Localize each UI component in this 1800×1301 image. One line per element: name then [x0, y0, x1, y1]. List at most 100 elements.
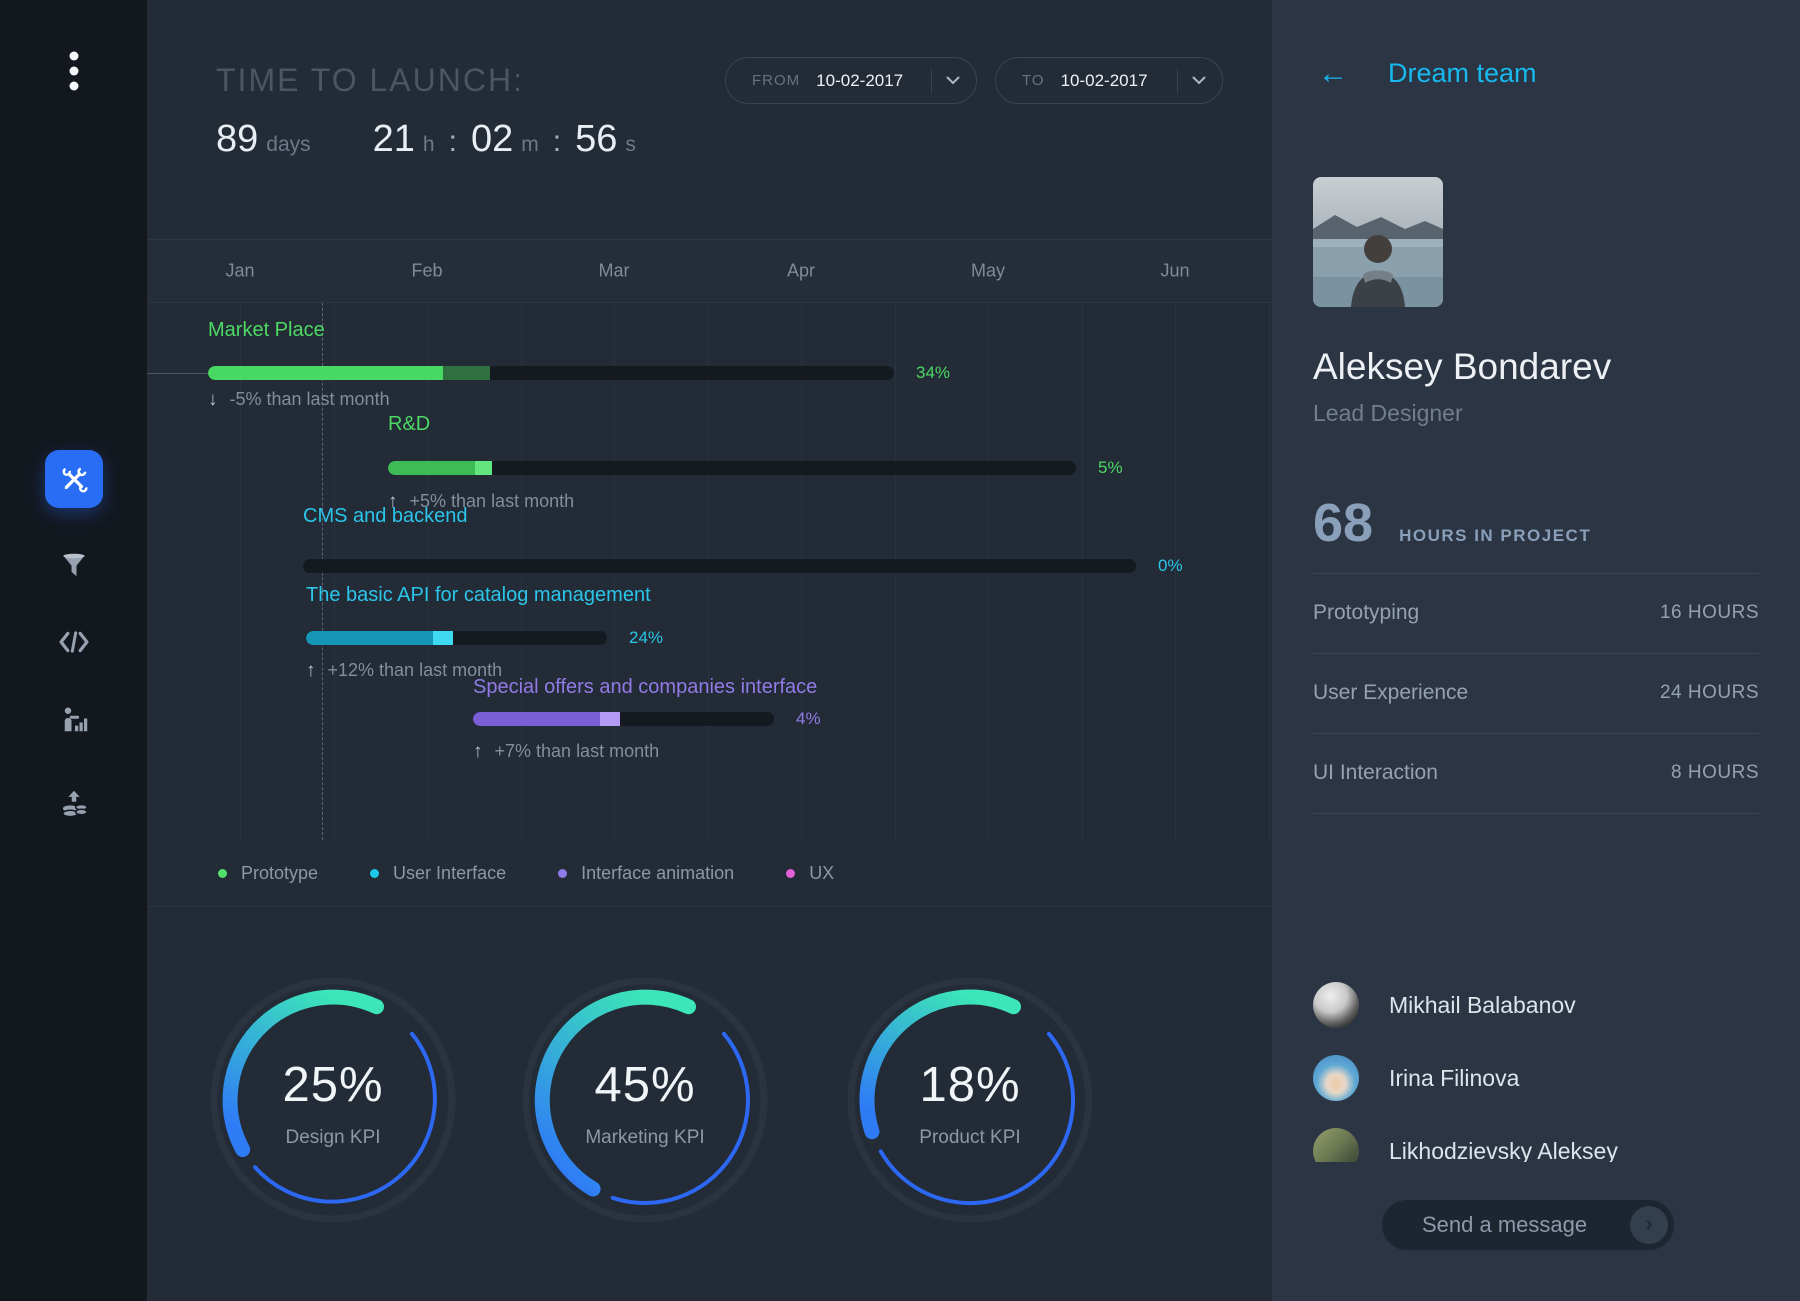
- send-message-button[interactable]: Send a message ›: [1382, 1200, 1674, 1250]
- legend-item[interactable]: UX: [786, 863, 834, 884]
- task-trend-note: ↓ -5% than last month: [208, 389, 390, 410]
- grid-line: [1269, 303, 1270, 840]
- kpi-label: Marketing KPI: [585, 1127, 705, 1148]
- task-progress-segment: [306, 631, 433, 645]
- divider: [1313, 653, 1759, 654]
- date-to-picker[interactable]: TO 10-02-2017: [995, 57, 1223, 104]
- legend-label: UX: [809, 862, 835, 883]
- filter-funnel-icon: [59, 550, 89, 580]
- date-from-value: 10-02-2017: [816, 70, 904, 90]
- task-progress-segment: [600, 712, 620, 726]
- task-progress-segment: [473, 712, 600, 726]
- task-percent: 4%: [796, 709, 821, 728]
- sidebar-item-analytics[interactable]: [50, 696, 98, 744]
- kpi-gauges: 25% Design KPI 45% Marketing KPI 18% Product …: [147, 907, 1272, 1301]
- grid-line: [1175, 303, 1176, 840]
- breakdown-row: Prototyping 16 HOURS: [1313, 593, 1759, 633]
- header: TIME TO LAUNCH: 89 days 21 h : 02 m : 56…: [147, 0, 1272, 239]
- panel-title[interactable]: Dream team: [1388, 58, 1537, 88]
- task-progress-segment: [475, 461, 492, 475]
- task-trend-note: ↑ +5% than last month: [388, 491, 575, 512]
- legend-label: Prototype: [241, 862, 319, 883]
- member-name: Aleksey Bondarev: [1313, 346, 1612, 387]
- chevron-down-icon[interactable]: [946, 72, 960, 90]
- member-name: Likhodzievsky Aleksey: [1389, 1137, 1618, 1163]
- sidebar-item-tools[interactable]: [44, 450, 103, 508]
- team-member-row[interactable]: Mikhail Balabanov: [1313, 982, 1576, 1028]
- countdown-minutes: 02: [470, 118, 514, 160]
- send-arrow-icon[interactable]: ›: [1630, 1206, 1668, 1244]
- page-title: TIME TO LAUNCH:: [216, 62, 524, 98]
- month-label: Feb: [411, 260, 443, 281]
- breakdown-value: 8 HOURS: [1671, 762, 1759, 783]
- chevron-down-icon[interactable]: [1192, 72, 1206, 90]
- hours-value: 68: [1313, 493, 1374, 553]
- task-percent: 0%: [1158, 556, 1183, 575]
- divider: [1313, 733, 1759, 734]
- task-percent: 5%: [1098, 458, 1123, 477]
- timeline-months-header: Jan Feb Mar Apr May Jun: [147, 239, 1272, 303]
- team-member-row[interactable]: Irina Filinova: [1313, 1055, 1519, 1101]
- code-icon: [58, 629, 90, 655]
- month-label: Apr: [786, 260, 816, 281]
- task-percent: 24%: [629, 628, 664, 647]
- back-arrow-icon[interactable]: ←: [1318, 56, 1348, 90]
- main-content: TIME TO LAUNCH: 89 days 21 h : 02 m : 56…: [147, 0, 1272, 1301]
- month-label: Jan: [225, 260, 255, 281]
- legend-item[interactable]: Prototype: [218, 863, 318, 884]
- person-chart-icon: [59, 705, 89, 735]
- sidebar-item-filter[interactable]: [50, 541, 98, 589]
- member-role: Lead Designer: [1313, 400, 1463, 426]
- kpi-gauge: 45% Marketing KPI: [510, 965, 780, 1235]
- team-member-row[interactable]: Likhodzievsky Aleksey: [1313, 1128, 1618, 1162]
- avatar: [1313, 177, 1443, 307]
- task-name: R&D: [388, 413, 431, 435]
- kpi-value: 18%: [919, 1058, 1021, 1112]
- legend-dot-icon: [786, 868, 796, 878]
- legend-dot-icon: [218, 868, 227, 878]
- kpi-gauge: 25% Design KPI: [198, 965, 468, 1235]
- grid-line: [240, 303, 241, 840]
- task-progress-bar[interactable]: [388, 461, 1076, 475]
- legend-dot-icon: [558, 868, 568, 878]
- sidebar-item-code[interactable]: [50, 618, 98, 666]
- kpi-label: Design KPI: [285, 1127, 381, 1148]
- task-progress-bar[interactable]: [208, 366, 894, 380]
- month-label: Mar: [598, 260, 630, 281]
- legend-item[interactable]: User Interface: [370, 863, 506, 884]
- task-percent: 34%: [916, 363, 951, 382]
- legend-item[interactable]: Interface animation: [558, 863, 734, 884]
- task-progress-segment: [433, 631, 453, 645]
- divider: [1313, 573, 1759, 574]
- team-panel: ← Dream team Aleksey Bondarev Lead Desig…: [1272, 0, 1800, 1301]
- kpi-gauge: 18% Product KPI: [835, 965, 1105, 1235]
- month-label: May: [970, 260, 1006, 281]
- arrow-up-icon: ↑: [306, 660, 316, 681]
- axis-connector-line: [147, 373, 208, 374]
- task-progress-bar[interactable]: [473, 712, 774, 726]
- breakdown-label: UI Interaction: [1313, 761, 1438, 784]
- back-navigation[interactable]: ← Dream team: [1318, 58, 1537, 89]
- task-progress-bar[interactable]: [303, 559, 1136, 573]
- arrow-up-icon: ↑: [473, 741, 483, 762]
- team-members-list: Mikhail Balabanov Irina Filinova Likhodzie…: [1272, 960, 1800, 1162]
- sidebar-item-deploy[interactable]: [50, 779, 98, 827]
- menu-kebab-icon[interactable]: [50, 47, 98, 95]
- date-from-picker[interactable]: FROM 10-02-2017: [725, 57, 977, 104]
- kpi-value: 45%: [594, 1058, 696, 1112]
- countdown-days: 89: [216, 118, 259, 160]
- hours-caption: HOURS IN PROJECT: [1399, 526, 1592, 545]
- hours-in-project: 68 HOURS IN PROJECT: [1313, 492, 1591, 554]
- countdown-hours: 21: [372, 118, 415, 160]
- countdown-seconds: 56: [575, 118, 618, 160]
- member-name: Irina Filinova: [1389, 1064, 1520, 1091]
- legend-label: User Interface: [393, 862, 507, 883]
- month-label: Jun: [1160, 260, 1190, 281]
- task-progress-segment: [208, 366, 443, 380]
- member-avatar: [1313, 1055, 1359, 1101]
- task-trend-note: ↑ +12% than last month: [306, 660, 503, 681]
- task-progress-segment: [443, 366, 490, 380]
- gantt-chart: Market Place 34% ↓ -5% than last month R&D 5%…: [147, 303, 1272, 840]
- task-progress-bar[interactable]: [306, 631, 607, 645]
